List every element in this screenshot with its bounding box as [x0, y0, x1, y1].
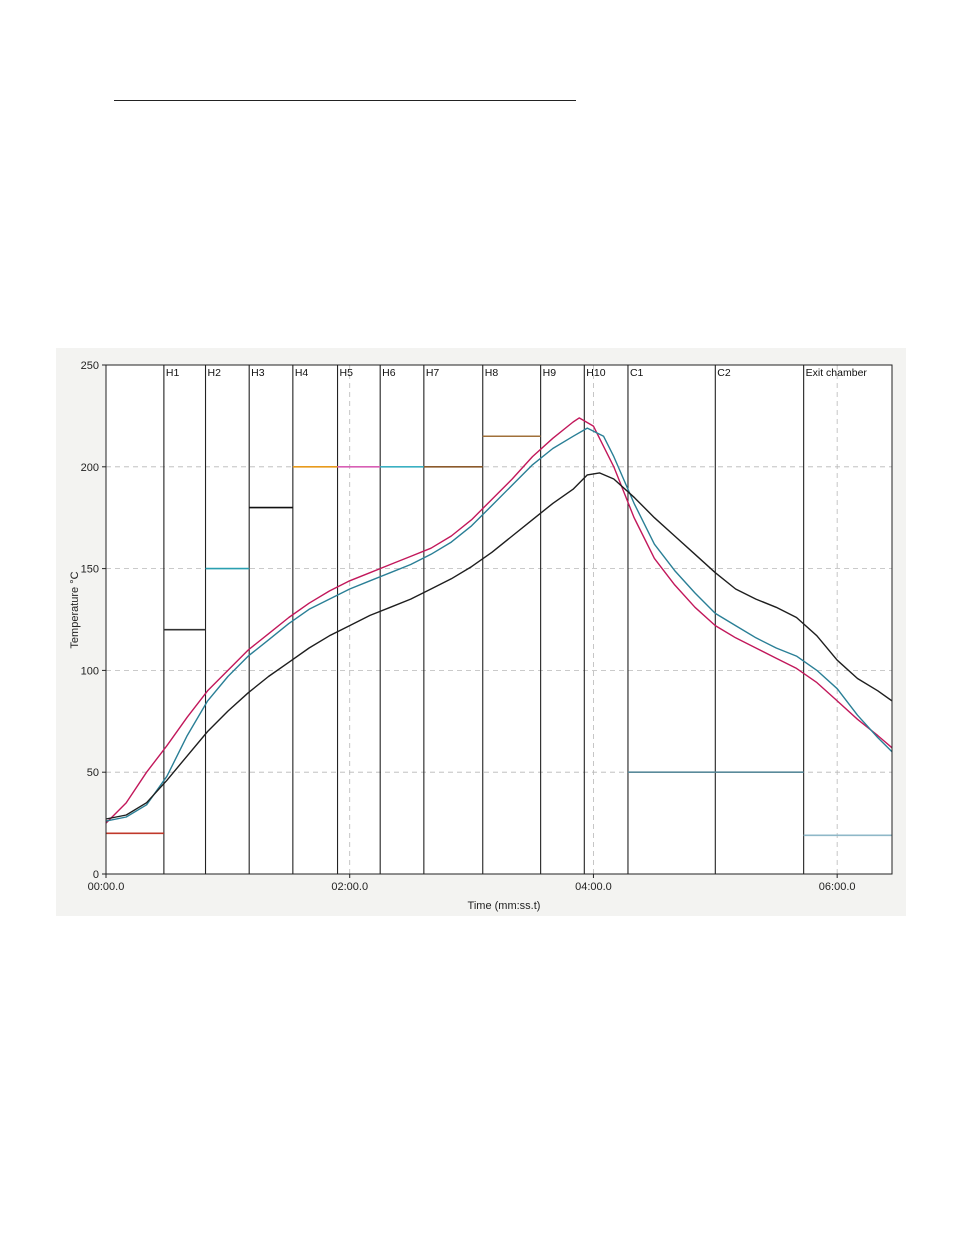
- series-line: [105, 427, 893, 822]
- series-line: [105, 417, 893, 824]
- y-tick-label: 150: [81, 564, 99, 576]
- series-line: [105, 472, 893, 820]
- zone-label: H3: [251, 367, 265, 379]
- zone-label: H1: [166, 367, 180, 379]
- x-tick-label: 06:00.0: [819, 881, 856, 893]
- y-tick-label: 200: [81, 462, 99, 474]
- y-tick-label: 0: [93, 869, 99, 881]
- x-tick-label: 04:00.0: [575, 881, 612, 893]
- temperature-profile-chart: H1 H2 H3 H4 H5 H6 H7 H8 H9 H10 C1 C2 Exit chamber 0 5…: [56, 348, 906, 916]
- zone-label: H6: [382, 367, 396, 379]
- zone-label: H7: [426, 367, 440, 379]
- zone-label: C1: [630, 367, 644, 379]
- y-tick-label: 250: [81, 360, 99, 372]
- chart-svg: H1 H2 H3 H4 H5 H6 H7 H8 H9 H10 C1 C2 Exit chamber 0 5…: [69, 360, 893, 912]
- zone-dividers: H1 H2 H3 H4 H5 H6 H7 H8 H9 H10 C1 C2 Exit chamber: [163, 365, 868, 874]
- x-tick-label: 00:00.0: [88, 881, 125, 893]
- zone-label: C2: [717, 367, 731, 379]
- temperature-series: [105, 417, 893, 824]
- plot-area: [106, 365, 892, 874]
- x-axis-label: Time (mm:ss.t): [468, 900, 541, 912]
- x-tick-label: 02:00.0: [331, 881, 368, 893]
- zone-label: H5: [340, 367, 354, 379]
- axis-ticks: 0 50 100 150 200 250 00:00.0 02:00.0 04:00.0 06:0…: [81, 360, 856, 893]
- zone-label: H10: [586, 367, 605, 379]
- zone-label: H2: [208, 367, 222, 379]
- y-axis-label: Temperature °C: [69, 571, 81, 648]
- plot-frame: [105, 364, 893, 875]
- y-tick-label: 50: [87, 767, 99, 779]
- title-underline: [114, 100, 576, 101]
- y-tick-label: 100: [81, 665, 99, 677]
- zone-label: Exit chamber: [806, 367, 868, 379]
- zone-label: H9: [543, 367, 557, 379]
- zone-setpoints: [106, 435, 892, 837]
- zone-label: H4: [295, 367, 309, 379]
- zone-label: H8: [485, 367, 499, 379]
